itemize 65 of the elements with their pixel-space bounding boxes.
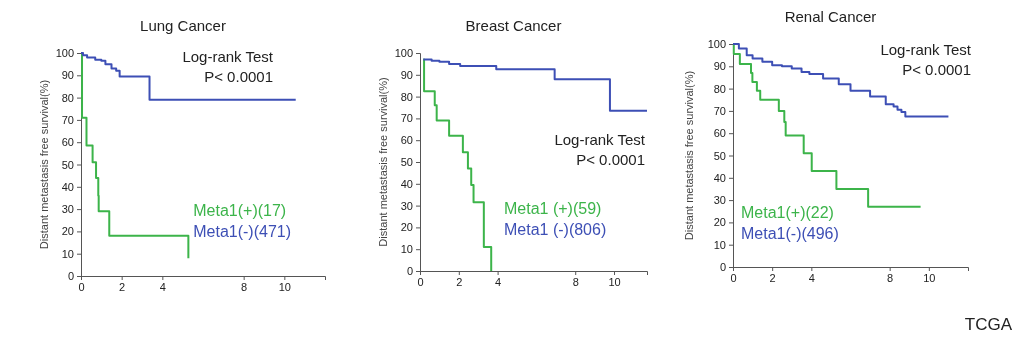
y-tick-label: 40 — [61, 180, 74, 193]
y-tick-label: 60 — [713, 127, 726, 140]
x-tick-label: 10 — [608, 275, 621, 288]
y-tick-label: 30 — [400, 199, 413, 212]
chart-title: Renal Cancer — [784, 8, 877, 25]
chart-title: Breast Cancer — [465, 17, 562, 34]
y-tick-label: 70 — [61, 113, 74, 126]
series-label: Meta1 (+)(59) — [503, 200, 602, 217]
y-tick-label: 50 — [400, 156, 413, 169]
y-tick-label: 80 — [61, 91, 74, 104]
x-tick-label: 4 — [495, 275, 502, 288]
y-tick-label: 20 — [61, 225, 74, 238]
x-tick-label: 2 — [456, 275, 463, 288]
x-tick-label: 4 — [808, 271, 815, 284]
y-tick-label: 100 — [394, 47, 413, 60]
y-tick-label: 20 — [713, 216, 726, 229]
y-tick-label: 10 — [61, 247, 74, 260]
y-tick-label: 100 — [707, 38, 726, 51]
y-tick-label: 40 — [713, 171, 726, 184]
y-tick-label: 10 — [400, 243, 413, 256]
x-tick-label: 4 — [159, 280, 166, 293]
x-tick-label: 2 — [769, 271, 776, 284]
y-axis-title: Distant metastasis free survival(%) — [377, 77, 389, 247]
y-tick-label: 10 — [713, 238, 726, 251]
y-tick-label: 80 — [713, 82, 726, 95]
chart-title: Lung Cancer — [140, 17, 226, 34]
annotation: P< 0.0001 — [576, 151, 645, 168]
annotation: Log-rank Test — [554, 131, 646, 148]
x-tick-label: 0 — [730, 271, 737, 284]
annotation: P< 0.0001 — [902, 61, 971, 78]
text: Meta1(-)(496) — [741, 225, 839, 242]
text: TCGA — [964, 315, 1013, 334]
y-tick-label: 30 — [713, 194, 726, 207]
x-tick-label: 8 — [241, 280, 248, 293]
y-tick-label: 40 — [400, 177, 413, 190]
y-tick-label: 50 — [61, 158, 74, 171]
x-tick-label: 10 — [923, 271, 936, 284]
y-axis-title: Distant metastasis free survival(%) — [38, 79, 50, 250]
x-tick-label: 0 — [78, 280, 85, 293]
x-tick-label: 2 — [119, 280, 126, 293]
y-tick-label: 100 — [55, 47, 74, 60]
y-tick-label: 20 — [400, 221, 413, 234]
y-tick-label: 90 — [400, 68, 413, 81]
x-tick-label: 8 — [572, 275, 579, 288]
y-tick-label: 30 — [61, 203, 74, 216]
y-tick-label: 90 — [61, 69, 74, 82]
x-tick-label: 10 — [278, 280, 291, 293]
annotation: P< 0.0001 — [204, 68, 273, 85]
y-tick-label: 0 — [719, 261, 726, 274]
y-tick-label: 80 — [400, 90, 413, 103]
x-tick-label: 8 — [887, 271, 894, 284]
y-tick-label: 90 — [713, 60, 726, 73]
y-tick-label: 70 — [400, 112, 413, 125]
annotation: Log-rank Test — [880, 41, 972, 58]
y-tick-label: 60 — [61, 136, 74, 149]
annotation: Log-rank Test — [182, 48, 274, 65]
y-tick-label: 60 — [400, 134, 413, 147]
y-axis-title: Distant metastasis free survival(%) — [683, 70, 695, 241]
text: Meta1 (-)(806) — [503, 221, 607, 238]
series-label: Meta1(+)(22) — [741, 204, 834, 221]
y-tick-label: 70 — [713, 104, 726, 117]
series-label: Meta1(+)(17) — [193, 202, 287, 219]
x-tick-label: 0 — [417, 275, 424, 288]
text: Meta1(-)(471) — [193, 223, 292, 240]
y-tick-label: 50 — [713, 149, 726, 162]
